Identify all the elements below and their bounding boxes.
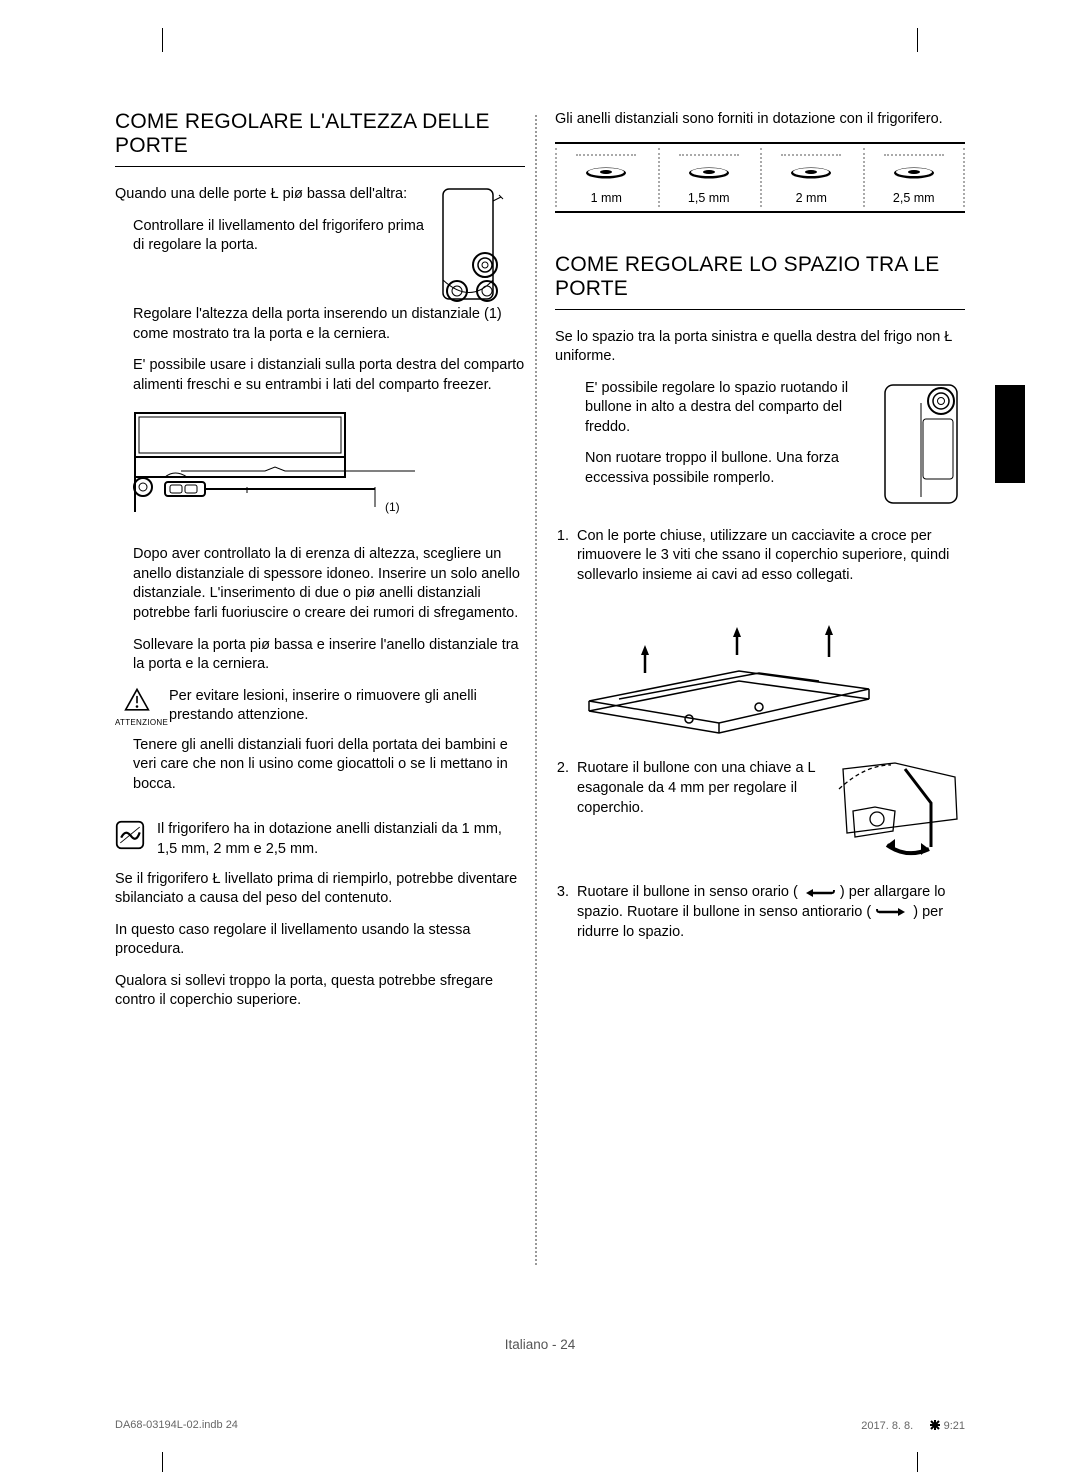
note-text-1: Il frigorifero ha in dotazione anelli di… [157, 820, 525, 859]
column-divider [535, 115, 537, 1265]
right-p1: Se lo spazio tra la porta sinistra e que… [555, 328, 965, 367]
hex-key-figure [835, 759, 965, 869]
print-file: DA68-03194L-02.indb 24 [115, 1419, 238, 1432]
steps-list: Con le porte chiuse, utilizzare un cacci… [573, 527, 965, 942]
left-p6: Sollevare la porta piø bassa e inserire … [133, 636, 525, 675]
left-column: COME REGOLARE L'ALTEZZA DELLE PORTE Quan… [115, 110, 525, 1023]
top-cover-figure [559, 601, 889, 741]
note-block: Il frigorifero ha in dotazione anelli di… [115, 820, 525, 863]
process-black-icon [929, 1419, 941, 1431]
caution-block: ATTENZIONE Per evitare lesioni, inserire… [115, 687, 525, 730]
arrow-cw-icon [875, 906, 909, 918]
left-p2: Controllare il livellamento del frigorif… [133, 217, 427, 256]
step-3-text: Ruotare il bullone in senso orario ( ) p… [573, 883, 965, 942]
page-number: Italiano - 24 [0, 1337, 1080, 1352]
spacer-ring-icon [687, 166, 731, 180]
page-content: COME REGOLARE L'ALTEZZA DELLE PORTE Quan… [115, 110, 965, 1360]
warning-icon [124, 687, 150, 713]
arrow-ccw-icon [802, 887, 836, 899]
right-title: COME REGOLARE LO SPAZIO TRA LE PORTE [555, 253, 965, 301]
spacer-ring-icon [584, 166, 628, 180]
caution-text-1: Per evitare lesioni, inserire o rimuover… [169, 687, 525, 726]
fridge-foot-figure [435, 185, 525, 305]
left-p3: Regolare l'altezza della porta inserendo… [133, 305, 525, 344]
note-text-4: Qualora si sollevi troppo la porta, ques… [115, 972, 525, 1011]
section-tab [995, 385, 1025, 483]
right-p3: Non ruotare troppo il bullone. Una forza… [585, 449, 869, 488]
right-p2: E' possibile regolare lo spazio ruotando… [585, 379, 869, 438]
print-date: 2017. 8. 8. [861, 1420, 913, 1432]
note-text-3: In questo caso regolare il livellamento … [115, 921, 525, 960]
left-p4: E' possibile usare i distanziali sulla p… [133, 356, 525, 395]
print-footer: DA68-03194L-02.indb 24 2017. 8. 8. 9:21 [115, 1419, 965, 1432]
hinge-figure: (1) [115, 407, 435, 527]
fridge-bolt-figure [879, 379, 965, 509]
spacer-ring-icon [892, 166, 936, 180]
step-2-text: Ruotare il bullone con una chiave a L es… [577, 759, 825, 869]
spacer-ring-diagram: 1 mm 1,5 mm 2 mm 2,5 mm [555, 142, 965, 213]
step-1-text: Con le porte chiuse, utilizzare un cacci… [577, 528, 949, 583]
print-time: 9:21 [944, 1420, 965, 1432]
caution-text-2: Tenere gli anelli distanziali fuori dell… [133, 736, 525, 795]
right-column: Gli anelli distanziali sono forniti in d… [555, 110, 965, 1023]
caution-label: ATTENZIONE [115, 718, 159, 727]
spacer-ring-icon [789, 166, 833, 180]
note-icon [115, 820, 145, 850]
right-intro: Gli anelli distanziali sono forniti in d… [555, 110, 965, 130]
left-title: COME REGOLARE L'ALTEZZA DELLE PORTE [115, 110, 525, 158]
left-p1: Quando una delle porte Ł piø bassa dell'… [115, 185, 427, 205]
left-p5: Dopo aver controllato la di erenza di al… [133, 545, 525, 623]
svg-text:(1): (1) [385, 500, 400, 514]
note-text-2: Se il frigorifero Ł livellato prima di r… [115, 870, 525, 909]
